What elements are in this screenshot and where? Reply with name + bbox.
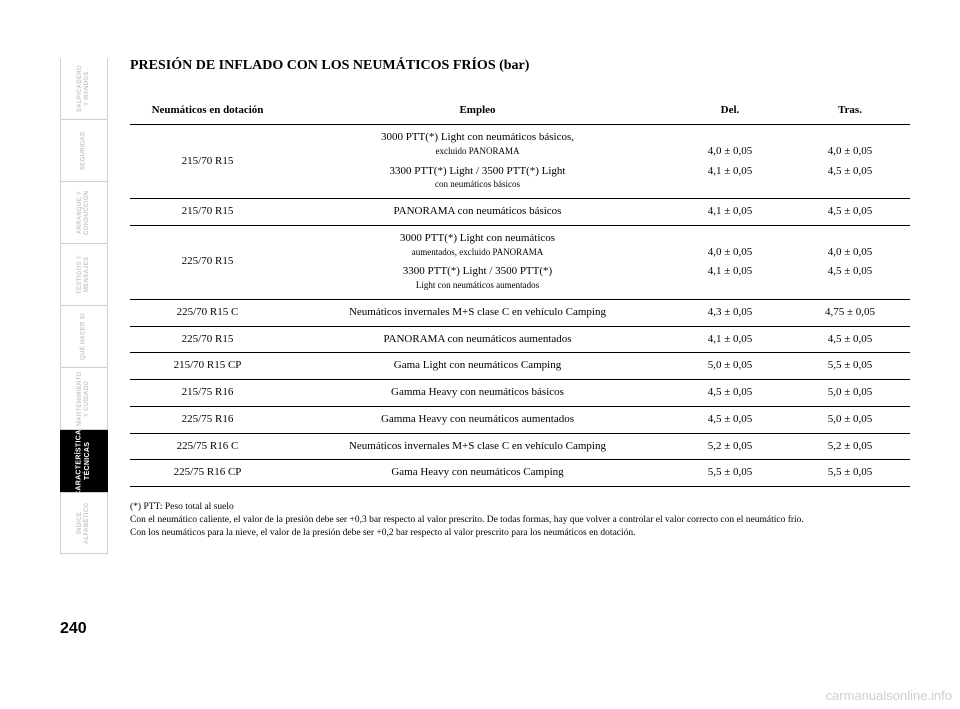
cell-desc: 3000 PTT(*) Light con neumáticos básicos…: [285, 125, 670, 199]
cell-front: 5,0 ± 0,05: [670, 353, 790, 380]
table-row: 225/75 R16 CPGama Heavy con neumáticos C…: [130, 460, 910, 487]
side-tab[interactable]: QUÉ HACER SI: [60, 306, 108, 368]
cell-desc: Neumáticos invernales M+S clase C en veh…: [285, 433, 670, 460]
side-tab[interactable]: MANTENIMIENTO Y CUIDADO: [60, 368, 108, 430]
cell-front: 5,2 ± 0,05: [670, 433, 790, 460]
cell-rear: 4,5 ± 0,05: [790, 326, 910, 353]
side-tab[interactable]: SALPICADERO Y MANDOS: [60, 58, 108, 120]
page: SALPICADERO Y MANDOSSEGURIDADARRANQUE Y …: [0, 0, 960, 709]
table-row: 215/70 R15PANORAMA con neumáticos básico…: [130, 199, 910, 226]
cell-rear: 4,5 ± 0,05: [790, 199, 910, 226]
table-header-row: Neumáticos en dotación Empleo Del. Tras.: [130, 96, 910, 125]
table-row: 225/70 R153000 PTT(*) Light con neumátic…: [130, 225, 910, 299]
side-tab[interactable]: ÍNDICE ALFABÉTICO: [60, 492, 108, 554]
cell-front: 4,5 ± 0,05: [670, 406, 790, 433]
side-tab[interactable]: ARRANQUE Y CONDUCCIÓN: [60, 182, 108, 244]
cell-desc: PANORAMA con neumáticos aumentados: [285, 326, 670, 353]
cell-desc: Neumáticos invernales M+S clase C en veh…: [285, 299, 670, 326]
col-rear: Tras.: [790, 96, 910, 125]
footnote-line: Con los neumáticos para la nieve, el val…: [130, 527, 910, 540]
cell-front: 4,0 ± 0,054,1 ± 0,05: [670, 225, 790, 299]
page-title: PRESIÓN DE INFLADO CON LOS NEUMÁTICOS FR…: [130, 58, 910, 74]
main-content: PRESIÓN DE INFLADO CON LOS NEUMÁTICOS FR…: [130, 58, 910, 539]
cell-tyre: 225/75 R16: [130, 406, 285, 433]
side-tabs: SALPICADERO Y MANDOSSEGURIDADARRANQUE Y …: [60, 58, 108, 554]
side-tab[interactable]: SEGURIDAD: [60, 120, 108, 182]
cell-front: 4,1 ± 0,05: [670, 199, 790, 226]
cell-tyre: 225/70 R15: [130, 326, 285, 353]
table-body: 215/70 R153000 PTT(*) Light con neumátic…: [130, 125, 910, 487]
cell-rear: 5,5 ± 0,05: [790, 353, 910, 380]
cell-desc: Gamma Heavy con neumáticos aumentados: [285, 406, 670, 433]
cell-front: 5,5 ± 0,05: [670, 460, 790, 487]
cell-rear: 5,2 ± 0,05: [790, 433, 910, 460]
table-row: 215/70 R153000 PTT(*) Light con neumátic…: [130, 125, 910, 199]
cell-front: 4,3 ± 0,05: [670, 299, 790, 326]
cell-tyre: 225/70 R15 C: [130, 299, 285, 326]
footnote-line: (*) PTT: Peso total al suelo: [130, 501, 910, 514]
footnote-line: Con el neumático caliente, el valor de l…: [130, 514, 910, 527]
cell-tyre: 215/70 R15: [130, 125, 285, 199]
footnotes: (*) PTT: Peso total al sueloCon el neumá…: [130, 501, 910, 539]
cell-front: 4,0 ± 0,054,1 ± 0,05: [670, 125, 790, 199]
watermark: carmanualsonline.info: [826, 688, 952, 703]
cell-desc: Gamma Heavy con neumáticos básicos: [285, 380, 670, 407]
cell-front: 4,1 ± 0,05: [670, 326, 790, 353]
table-row: 215/70 R15 CPGama Light con neumáticos C…: [130, 353, 910, 380]
cell-rear: 4,75 ± 0,05: [790, 299, 910, 326]
cell-rear: 5,0 ± 0,05: [790, 380, 910, 407]
cell-desc: Gama Heavy con neumáticos Camping: [285, 460, 670, 487]
table-row: 225/70 R15 CNeumáticos invernales M+S cl…: [130, 299, 910, 326]
col-desc: Empleo: [285, 96, 670, 125]
cell-rear: 5,5 ± 0,05: [790, 460, 910, 487]
cell-tyre: 225/70 R15: [130, 225, 285, 299]
table-row: 215/75 R16Gamma Heavy con neumáticos bás…: [130, 380, 910, 407]
table-row: 225/70 R15PANORAMA con neumáticos aument…: [130, 326, 910, 353]
cell-tyre: 215/70 R15: [130, 199, 285, 226]
table-row: 225/75 R16 CNeumáticos invernales M+S cl…: [130, 433, 910, 460]
cell-tyre: 225/75 R16 CP: [130, 460, 285, 487]
cell-front: 4,5 ± 0,05: [670, 380, 790, 407]
side-tab-active[interactable]: CARACTERÍSTICAS TÉCNICAS: [60, 430, 108, 492]
cell-desc: 3000 PTT(*) Light con neumáticosaumentad…: [285, 225, 670, 299]
cell-rear: 4,0 ± 0,054,5 ± 0,05: [790, 225, 910, 299]
cell-tyre: 215/70 R15 CP: [130, 353, 285, 380]
pressure-table: Neumáticos en dotación Empleo Del. Tras.…: [130, 96, 910, 487]
cell-tyre: 215/75 R16: [130, 380, 285, 407]
cell-desc: Gama Light con neumáticos Camping: [285, 353, 670, 380]
cell-desc: PANORAMA con neumáticos básicos: [285, 199, 670, 226]
cell-tyre: 225/75 R16 C: [130, 433, 285, 460]
cell-rear: 4,0 ± 0,054,5 ± 0,05: [790, 125, 910, 199]
page-number: 240: [60, 620, 87, 638]
table-row: 225/75 R16Gamma Heavy con neumáticos aum…: [130, 406, 910, 433]
cell-rear: 5,0 ± 0,05: [790, 406, 910, 433]
col-tyre: Neumáticos en dotación: [130, 96, 285, 125]
side-tab[interactable]: TESTIGOS Y MENSAJES: [60, 244, 108, 306]
col-front: Del.: [670, 96, 790, 125]
